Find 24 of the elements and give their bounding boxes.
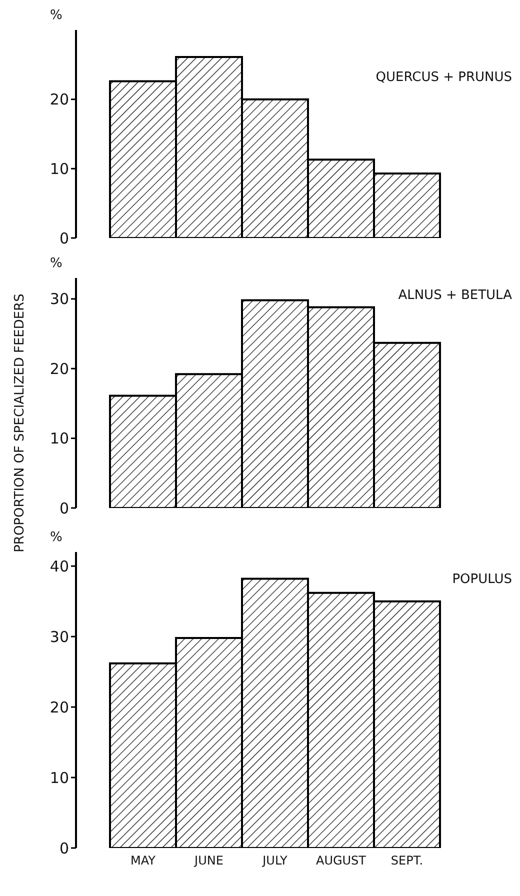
text: % [50,8,62,23]
y-axis-title: PROPORTION OF SPECIALIZED FEEDERS [12,294,28,552]
x-tick-label: MAY [130,854,156,868]
y-tick-label: 40 [50,557,69,576]
x-tick-label: AUGUST [316,854,367,868]
x-tick-label: JULY [262,854,288,868]
y-tick-label: 20 [50,698,69,716]
x-tick-label: SEPT. [390,854,424,868]
text: % [50,256,62,271]
y-tick-label: 20 [50,90,69,109]
y-tick-label: 10 [50,768,69,787]
y-tick-label: 0 [59,499,69,518]
y-tick-label: 10 [50,160,69,178]
y-tick-label: 20 [50,360,69,378]
series-label: POPULUS [452,572,512,587]
y-tick-label: 0 [59,839,69,858]
text: % [50,530,62,545]
y-tick-label: 30 [50,290,69,308]
y-tick-label: 30 [50,628,69,646]
y-tick-label: 0 [59,229,69,248]
x-tick-label: JUNE [194,854,224,868]
text: QUERCUS + PRUNUS [376,70,512,85]
series-label: ALNUS + BETULA [398,288,512,303]
y-tick-label: 10 [50,430,69,448]
